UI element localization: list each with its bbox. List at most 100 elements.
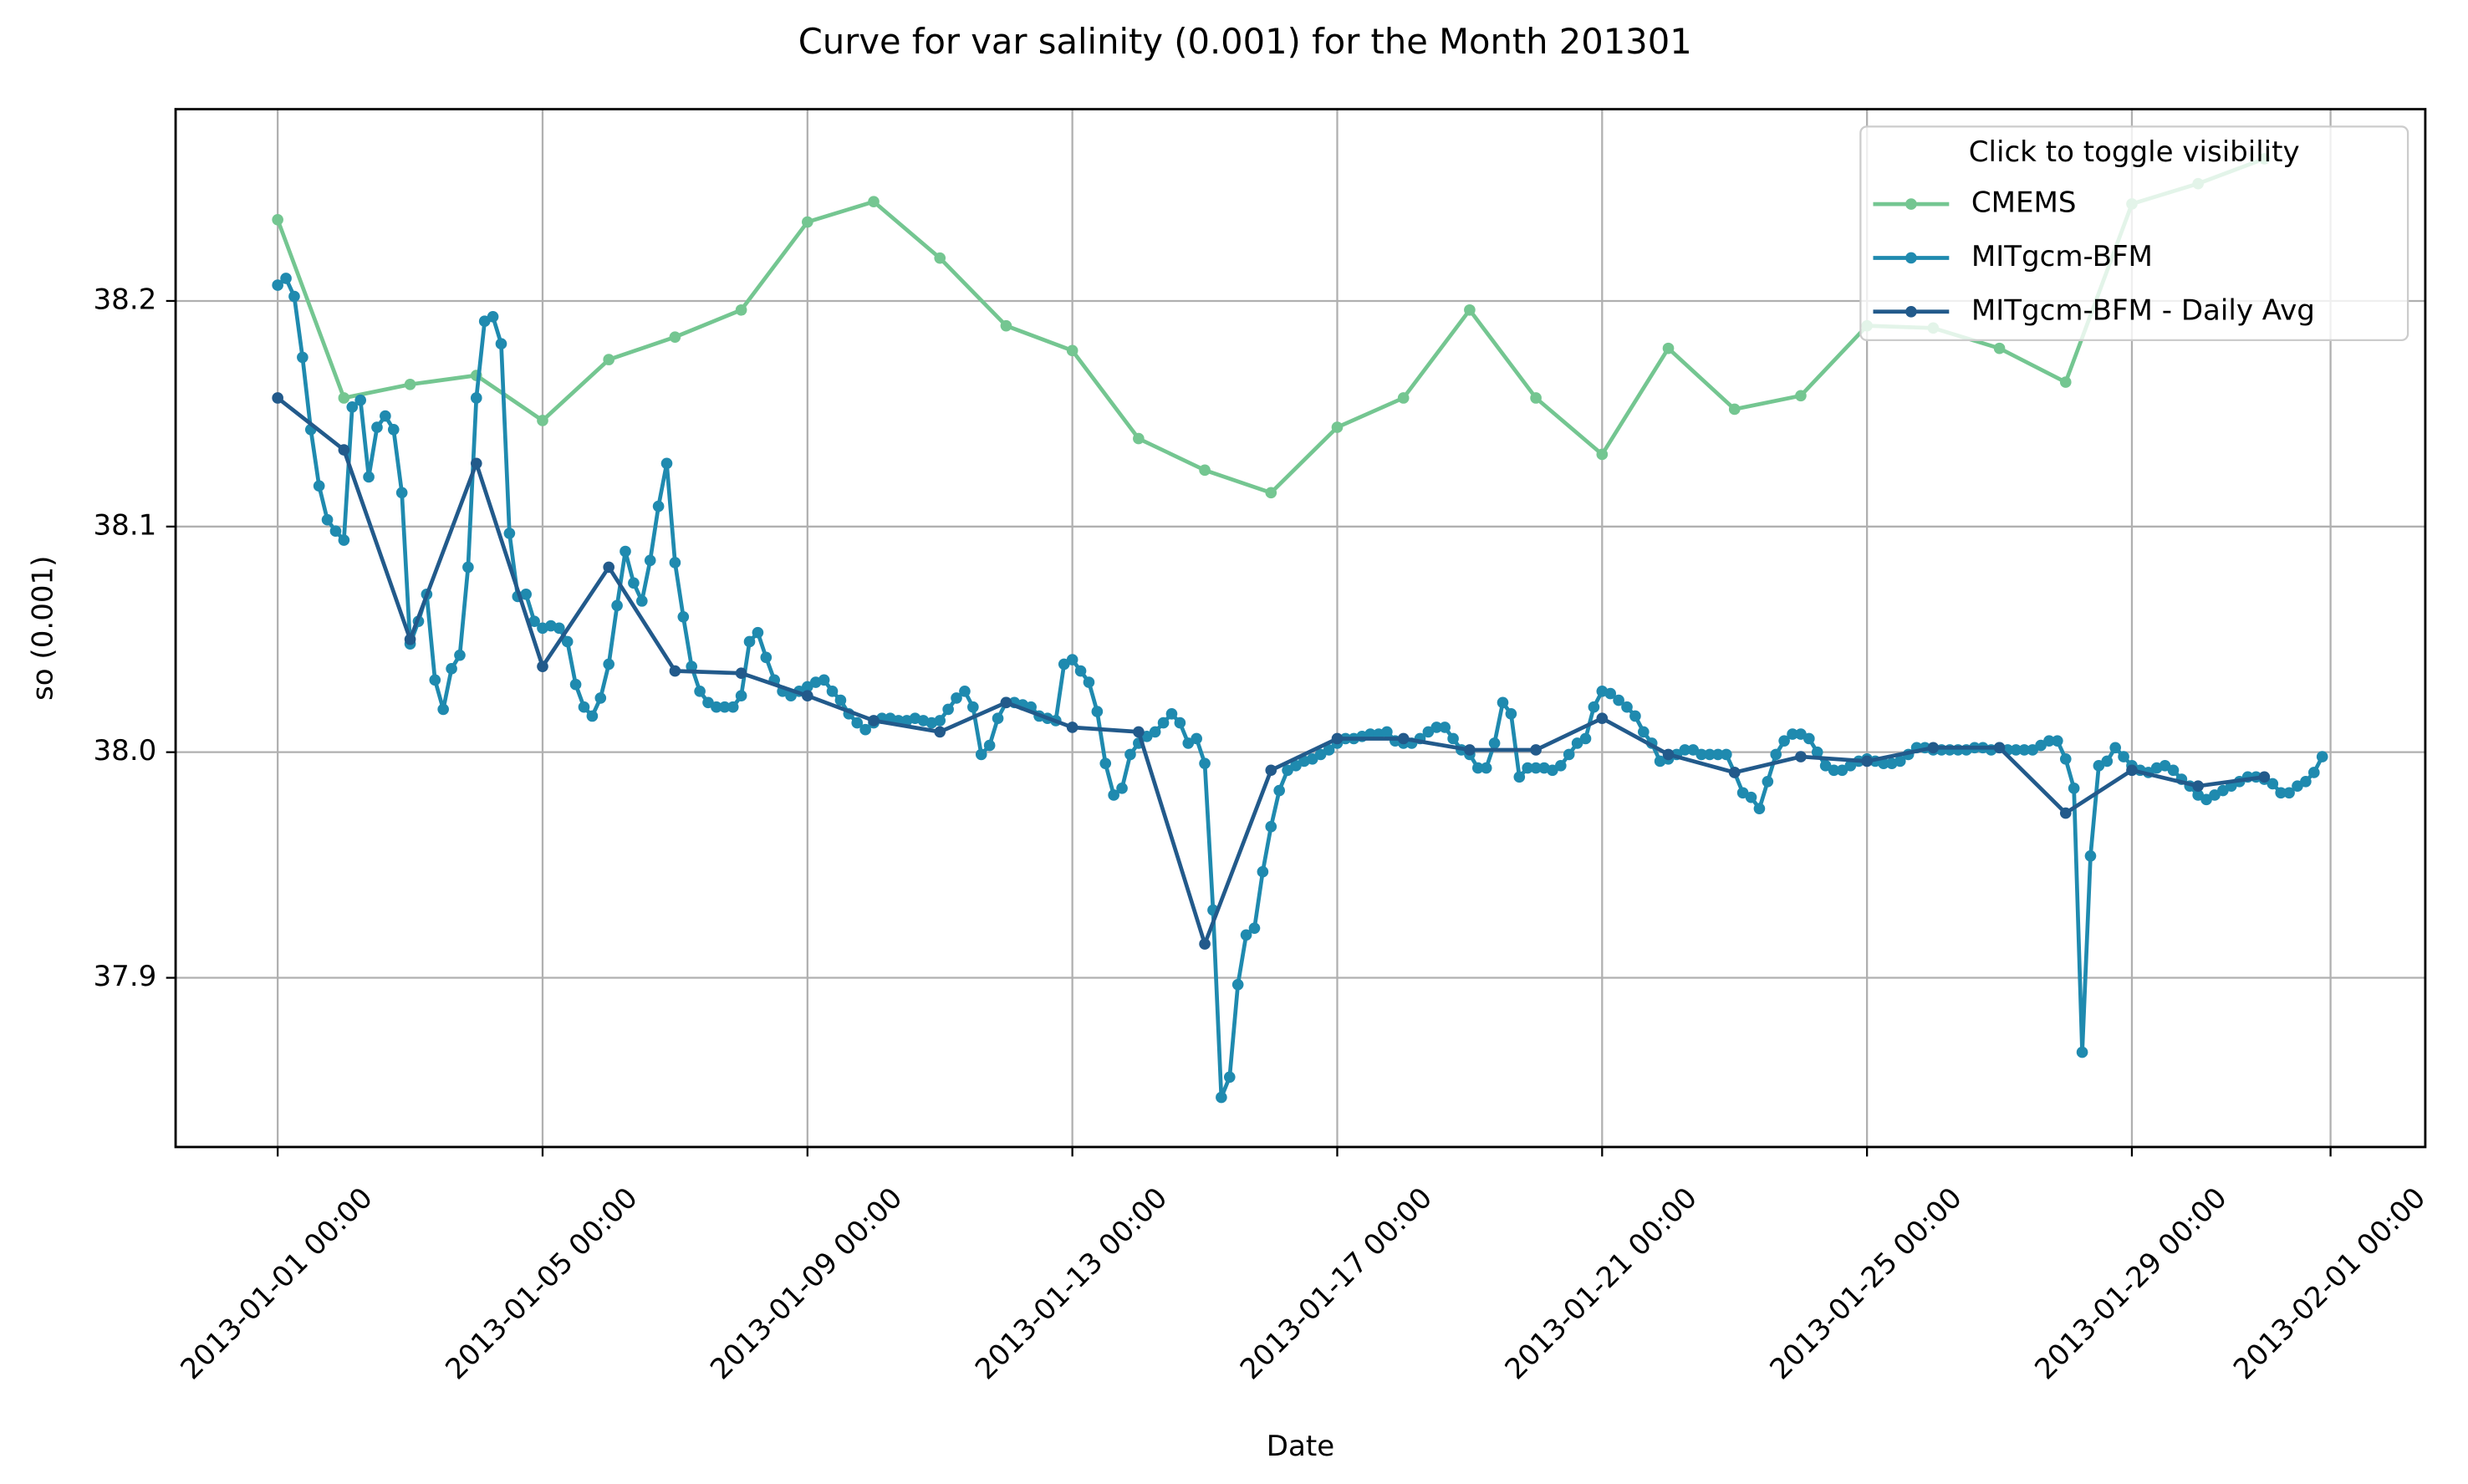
data-point <box>834 694 847 706</box>
data-point <box>1447 732 1459 745</box>
legend-label: CMEMS <box>1971 186 2077 220</box>
data-point <box>934 726 946 738</box>
data-point <box>1522 762 1534 774</box>
y-axis-label: so (0.001) <box>26 556 59 701</box>
data-point <box>1331 421 1344 433</box>
legend-entry[interactable]: MITgcm-BFM <box>1867 234 2402 282</box>
data-point <box>1530 744 1542 756</box>
data-point <box>1596 712 1609 725</box>
data-point <box>2275 787 2287 799</box>
data-point <box>380 410 391 422</box>
data-point <box>338 444 350 456</box>
data-point <box>934 252 946 264</box>
data-point <box>395 487 408 499</box>
data-point <box>826 686 839 697</box>
data-point <box>1613 694 1624 706</box>
data-point <box>1638 726 1650 738</box>
data-point <box>743 635 756 648</box>
data-point <box>1513 771 1526 783</box>
data-point <box>363 471 375 483</box>
data-point <box>2043 735 2055 747</box>
data-point <box>1803 732 1815 745</box>
data-point <box>1265 820 1277 833</box>
data-point <box>992 712 1004 725</box>
series-group <box>272 392 2271 950</box>
data-point <box>1596 448 1609 461</box>
data-point <box>1273 784 1285 797</box>
data-point <box>1108 789 1119 801</box>
data-point <box>528 615 540 627</box>
data-point <box>1066 654 1078 666</box>
data-point <box>1679 744 1691 756</box>
data-point <box>520 588 532 600</box>
data-point <box>2258 771 2271 783</box>
chart-title: Curve for var salinity (0.001) for the M… <box>798 21 1692 62</box>
y-tick-label: 38.1 <box>94 508 157 542</box>
data-point <box>868 196 880 208</box>
data-point <box>735 690 747 702</box>
data-point <box>470 457 482 470</box>
data-point <box>1133 726 1145 738</box>
data-point <box>1430 722 1443 733</box>
data-point <box>487 311 499 323</box>
data-point <box>735 303 747 316</box>
data-point <box>1530 392 1542 404</box>
data-point <box>1579 732 1592 745</box>
data-point <box>1199 938 1211 950</box>
legend-marker <box>1905 305 1917 318</box>
data-point <box>652 500 665 513</box>
data-point <box>1662 342 1675 354</box>
data-point <box>1927 742 1940 754</box>
legend: Click to toggle visibility CMEMS MITgcm-BF… <box>1859 125 2409 341</box>
data-point <box>735 667 747 680</box>
data-point <box>2192 780 2204 792</box>
legend-frame <box>1859 125 2409 341</box>
data-point <box>1629 710 1641 722</box>
data-point <box>603 561 615 574</box>
data-point <box>404 378 416 390</box>
data-point <box>1000 319 1012 332</box>
data-point <box>338 392 350 404</box>
data-point <box>297 351 308 364</box>
data-point <box>1728 403 1741 416</box>
legend-entry[interactable]: MITgcm-BFM - Daily Avg <box>1867 288 2402 335</box>
data-point <box>272 213 283 226</box>
data-point <box>1795 751 1807 762</box>
data-point <box>272 392 283 404</box>
data-point <box>802 216 813 228</box>
data-point <box>2059 376 2072 388</box>
data-point <box>2300 775 2312 788</box>
data-point <box>983 739 996 752</box>
data-point <box>1554 760 1567 772</box>
data-point <box>470 392 482 404</box>
data-point <box>942 703 954 716</box>
data-point <box>1878 757 1889 769</box>
data-point <box>537 660 548 672</box>
data-point <box>1099 757 1112 769</box>
data-point <box>2068 783 2080 794</box>
data-point <box>1174 717 1186 729</box>
data-point <box>1124 748 1136 761</box>
data-point <box>1993 742 2006 754</box>
x-axis-label: Date <box>1267 1430 1334 1463</box>
data-point <box>752 626 764 639</box>
data-point <box>2118 751 2129 762</box>
data-point <box>1223 1071 1236 1084</box>
data-point <box>603 354 615 365</box>
legend-entry[interactable]: CMEMS <box>1867 181 2402 228</box>
data-point <box>934 715 946 727</box>
data-point <box>711 701 722 713</box>
data-point <box>2084 849 2097 862</box>
data-point <box>338 534 350 546</box>
data-point <box>868 715 880 727</box>
data-point <box>951 692 962 704</box>
data-point <box>967 701 979 713</box>
data-point <box>1662 748 1675 761</box>
data-point <box>2316 751 2328 762</box>
data-point <box>1199 464 1211 477</box>
data-point <box>1778 735 1790 747</box>
data-point <box>594 692 607 704</box>
data-point <box>288 290 300 303</box>
